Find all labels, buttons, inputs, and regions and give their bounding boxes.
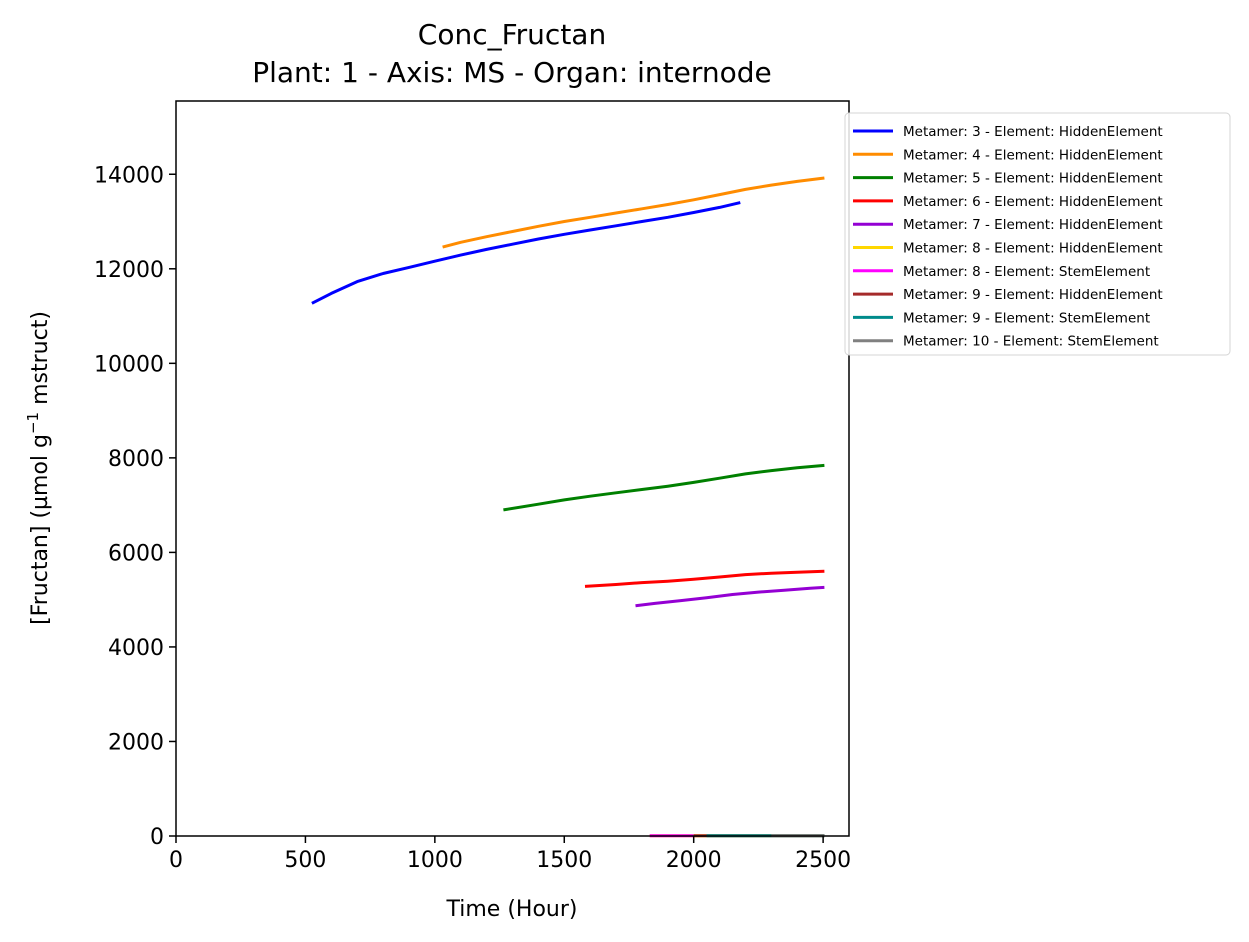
plot-frame	[175, 100, 850, 837]
x-tick-label: 2500	[795, 848, 851, 873]
y-tick-label: 4000	[108, 636, 164, 661]
y-axis-label-superscript: −1	[24, 412, 42, 434]
y-tick-label: 14000	[94, 163, 164, 188]
legend-label-10: Metamer: 10 - Element: StemElement	[903, 334, 1159, 350]
series-line-3	[503, 463, 825, 512]
legend-label-1: Metamer: 3 - Element: HiddenElement	[903, 124, 1163, 140]
y-tick-label: 12000	[94, 258, 164, 283]
x-axis-label: Time (Hour)	[446, 897, 578, 922]
series-line-1	[311, 201, 741, 305]
y-tick-label: 2000	[108, 730, 164, 755]
legend-label-5: Metamer: 7 - Element: HiddenElement	[903, 217, 1163, 233]
chart-title: Conc_Fructan	[418, 18, 606, 51]
y-tick-label: 6000	[108, 541, 164, 566]
x-tick-label: 0	[169, 848, 183, 873]
series-line-4	[584, 569, 825, 588]
y-axis-label-suffix: mstruct)	[28, 311, 53, 412]
x-tick-label: 500	[284, 848, 326, 873]
x-tick-label: 2000	[666, 848, 722, 873]
y-tick-label: 0	[150, 825, 164, 850]
x-tick-label: 1000	[407, 848, 463, 873]
y-tick-label: 10000	[94, 352, 164, 377]
legend-label-6: Metamer: 8 - Element: HiddenElement	[903, 241, 1163, 257]
y-tick-label: 8000	[108, 447, 164, 472]
legend-label-3: Metamer: 5 - Element: HiddenElement	[903, 171, 1163, 187]
legend-label-4: Metamer: 6 - Element: HiddenElement	[903, 194, 1163, 210]
series-line-5	[635, 585, 825, 608]
x-axis: 0 500 1000 1500 2000 2500	[169, 836, 851, 873]
y-axis: 0 2000 4000 6000 8000 10000 12000 14000	[94, 163, 176, 850]
y-axis-label-prefix: [Fructan] (µmol g	[28, 434, 53, 625]
legend-label-8: Metamer: 9 - Element: HiddenElement	[903, 287, 1163, 303]
x-tick-label: 1500	[536, 848, 592, 873]
legend-label-2: Metamer: 4 - Element: HiddenElement	[903, 147, 1163, 163]
legend-label-7: Metamer: 8 - Element: StemElement	[903, 264, 1150, 280]
legend: Metamer: 3 - Element: HiddenElement Metam…	[844, 112, 1231, 356]
series-layer	[311, 176, 825, 838]
y-axis-label: [Fructan] (µmol g−1 mstruct)	[24, 311, 53, 625]
legend-label-9: Metamer: 9 - Element: StemElement	[903, 310, 1150, 326]
series-line-2	[442, 176, 825, 249]
legend-box	[844, 112, 1231, 356]
chart-subtitle: Plant: 1 - Axis: MS - Organ: internode	[252, 56, 772, 89]
